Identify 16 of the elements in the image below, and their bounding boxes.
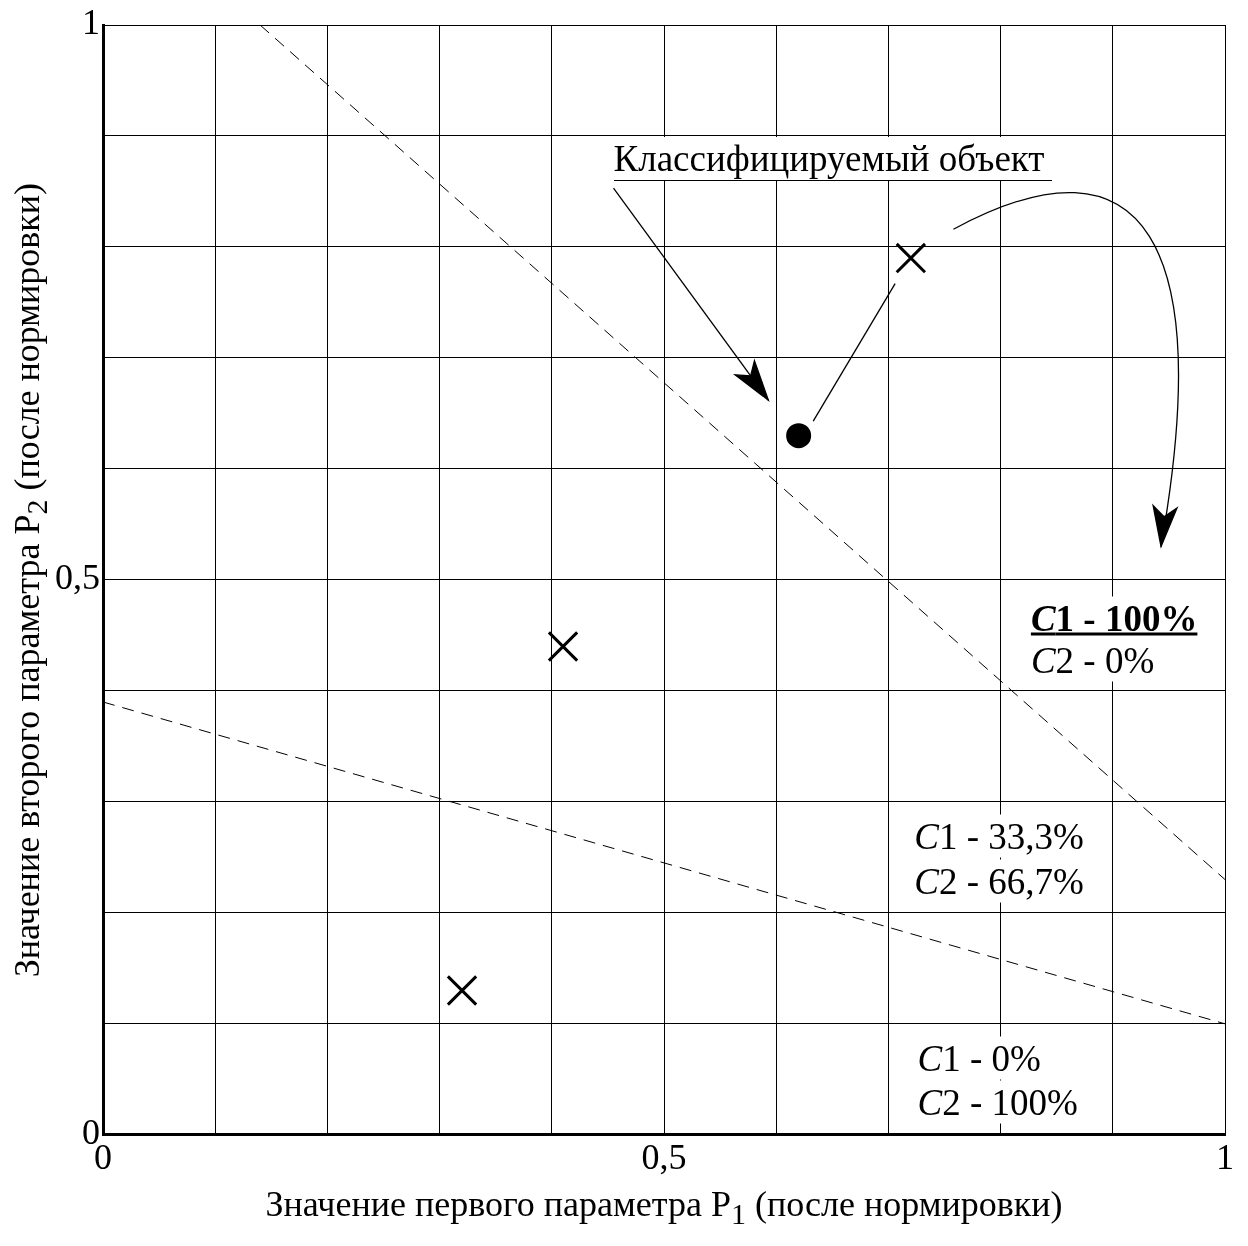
y-tick-label: 0,5 bbox=[55, 557, 100, 598]
annotation: C2 - 0% bbox=[1030, 639, 1155, 681]
y-tick-label: 1 bbox=[82, 2, 100, 43]
x-tick-label: 1 bbox=[1216, 1136, 1234, 1177]
annotation: C1 - 0% bbox=[917, 1037, 1041, 1079]
x-axis-title: Значение первого параметра P$_{1}$ (после нормировки) bbox=[265, 1182, 1063, 1231]
x-tick-label: 0,5 bbox=[641, 1136, 687, 1177]
annotation: Классифицируемый объект bbox=[613, 138, 1045, 180]
annotation: C2 - 100% bbox=[917, 1081, 1078, 1122]
point bbox=[895, 242, 927, 274]
annotation: C1 - 33,3% bbox=[914, 815, 1084, 857]
point bbox=[786, 423, 812, 449]
point bbox=[446, 974, 478, 1007]
point bbox=[547, 630, 579, 663]
annotation: C1 - 100% bbox=[1030, 597, 1198, 639]
annotation: C2 - 66,7% bbox=[914, 860, 1084, 902]
